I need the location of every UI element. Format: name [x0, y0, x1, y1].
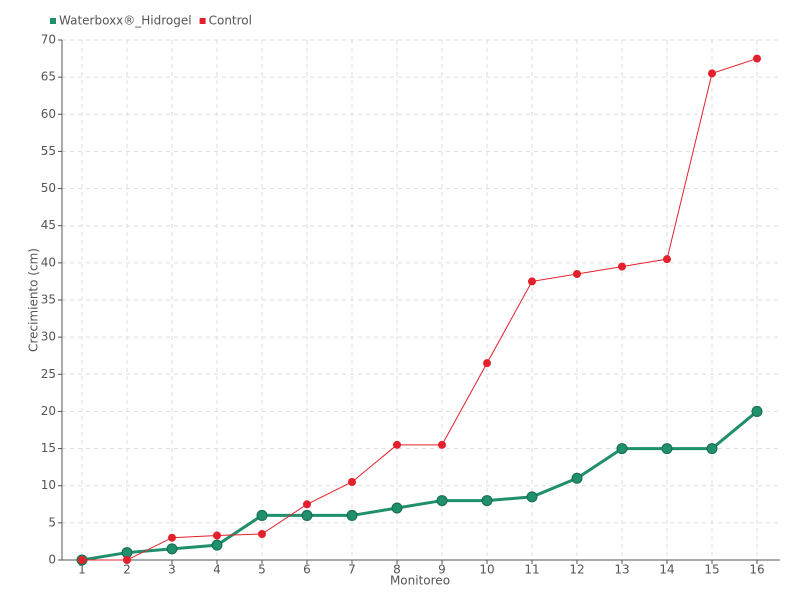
data-point: [436, 495, 448, 507]
data-point: [211, 539, 223, 551]
y-tick-label: 60: [41, 107, 56, 121]
x-tick-label: 9: [438, 563, 446, 577]
y-tick-label: 55: [41, 144, 56, 158]
x-tick-label: 3: [168, 563, 176, 577]
x-tick-label: 13: [614, 563, 629, 577]
y-tick-label: 30: [41, 330, 56, 344]
data-point: [661, 443, 673, 455]
data-point: [663, 255, 671, 264]
x-tick-label: 1: [78, 563, 86, 577]
data-point: [256, 509, 268, 521]
x-axis-label: Monitoreo: [390, 574, 450, 588]
x-tick-label: 4: [213, 563, 221, 577]
data-point: [168, 533, 176, 542]
x-tick-label: 16: [749, 563, 764, 577]
data-point: [123, 556, 131, 564]
y-tick-label: 0: [48, 553, 56, 567]
y-tick-label: 50: [41, 181, 56, 195]
data-point: [571, 472, 583, 484]
data-point: [166, 543, 178, 555]
data-point: [258, 530, 266, 538]
x-tick-label: 10: [479, 563, 494, 577]
legend-swatch: [199, 18, 206, 24]
y-tick-label: 15: [41, 441, 56, 455]
x-tick-label: 11: [524, 563, 539, 577]
x-tick-label: 15: [704, 563, 719, 577]
data-point: [438, 440, 446, 449]
data-point: [393, 440, 401, 449]
x-tick-label: 5: [258, 563, 266, 577]
data-point: [348, 478, 356, 486]
data-point: [483, 359, 491, 368]
data-point: [751, 405, 763, 417]
y-tick-label: 25: [41, 367, 56, 381]
y-tick-label: 35: [41, 293, 56, 307]
x-tick-label: 7: [348, 563, 356, 577]
data-point: [391, 502, 403, 514]
data-point: [301, 509, 313, 521]
legend-swatch: [50, 18, 56, 24]
x-tick-label: 14: [659, 563, 674, 577]
y-tick-label: 65: [41, 70, 56, 84]
data-point: [213, 531, 221, 540]
y-tick-label: 40: [41, 255, 56, 269]
legend-label: Waterboxx®_Hidrogel: [59, 14, 192, 28]
legend-label: Control: [209, 14, 252, 28]
data-point: [753, 54, 761, 63]
x-tick-label: 8: [393, 563, 401, 577]
y-tick-label: 10: [41, 478, 56, 492]
data-point: [303, 500, 311, 509]
data-point: [346, 509, 358, 521]
y-tick-label: 45: [41, 218, 56, 232]
data-point: [573, 270, 581, 278]
data-point: [481, 495, 493, 507]
data-point: [528, 277, 536, 286]
x-tick-label: 6: [303, 563, 311, 577]
y-tick-label: 70: [41, 33, 56, 47]
data-point: [708, 69, 716, 78]
series-line: [82, 58, 758, 561]
y-axis-label: Crecimiento (cm): [27, 248, 41, 352]
y-tick-label: 20: [41, 404, 56, 418]
data-point: [78, 556, 86, 564]
data-point: [616, 443, 628, 455]
y-tick-label: 5: [48, 515, 56, 529]
data-point: [526, 491, 538, 503]
x-tick-label: 2: [123, 563, 131, 577]
data-point: [618, 262, 626, 271]
x-tick-label: 12: [569, 563, 584, 577]
data-point: [706, 443, 718, 455]
series-line: [81, 410, 758, 562]
